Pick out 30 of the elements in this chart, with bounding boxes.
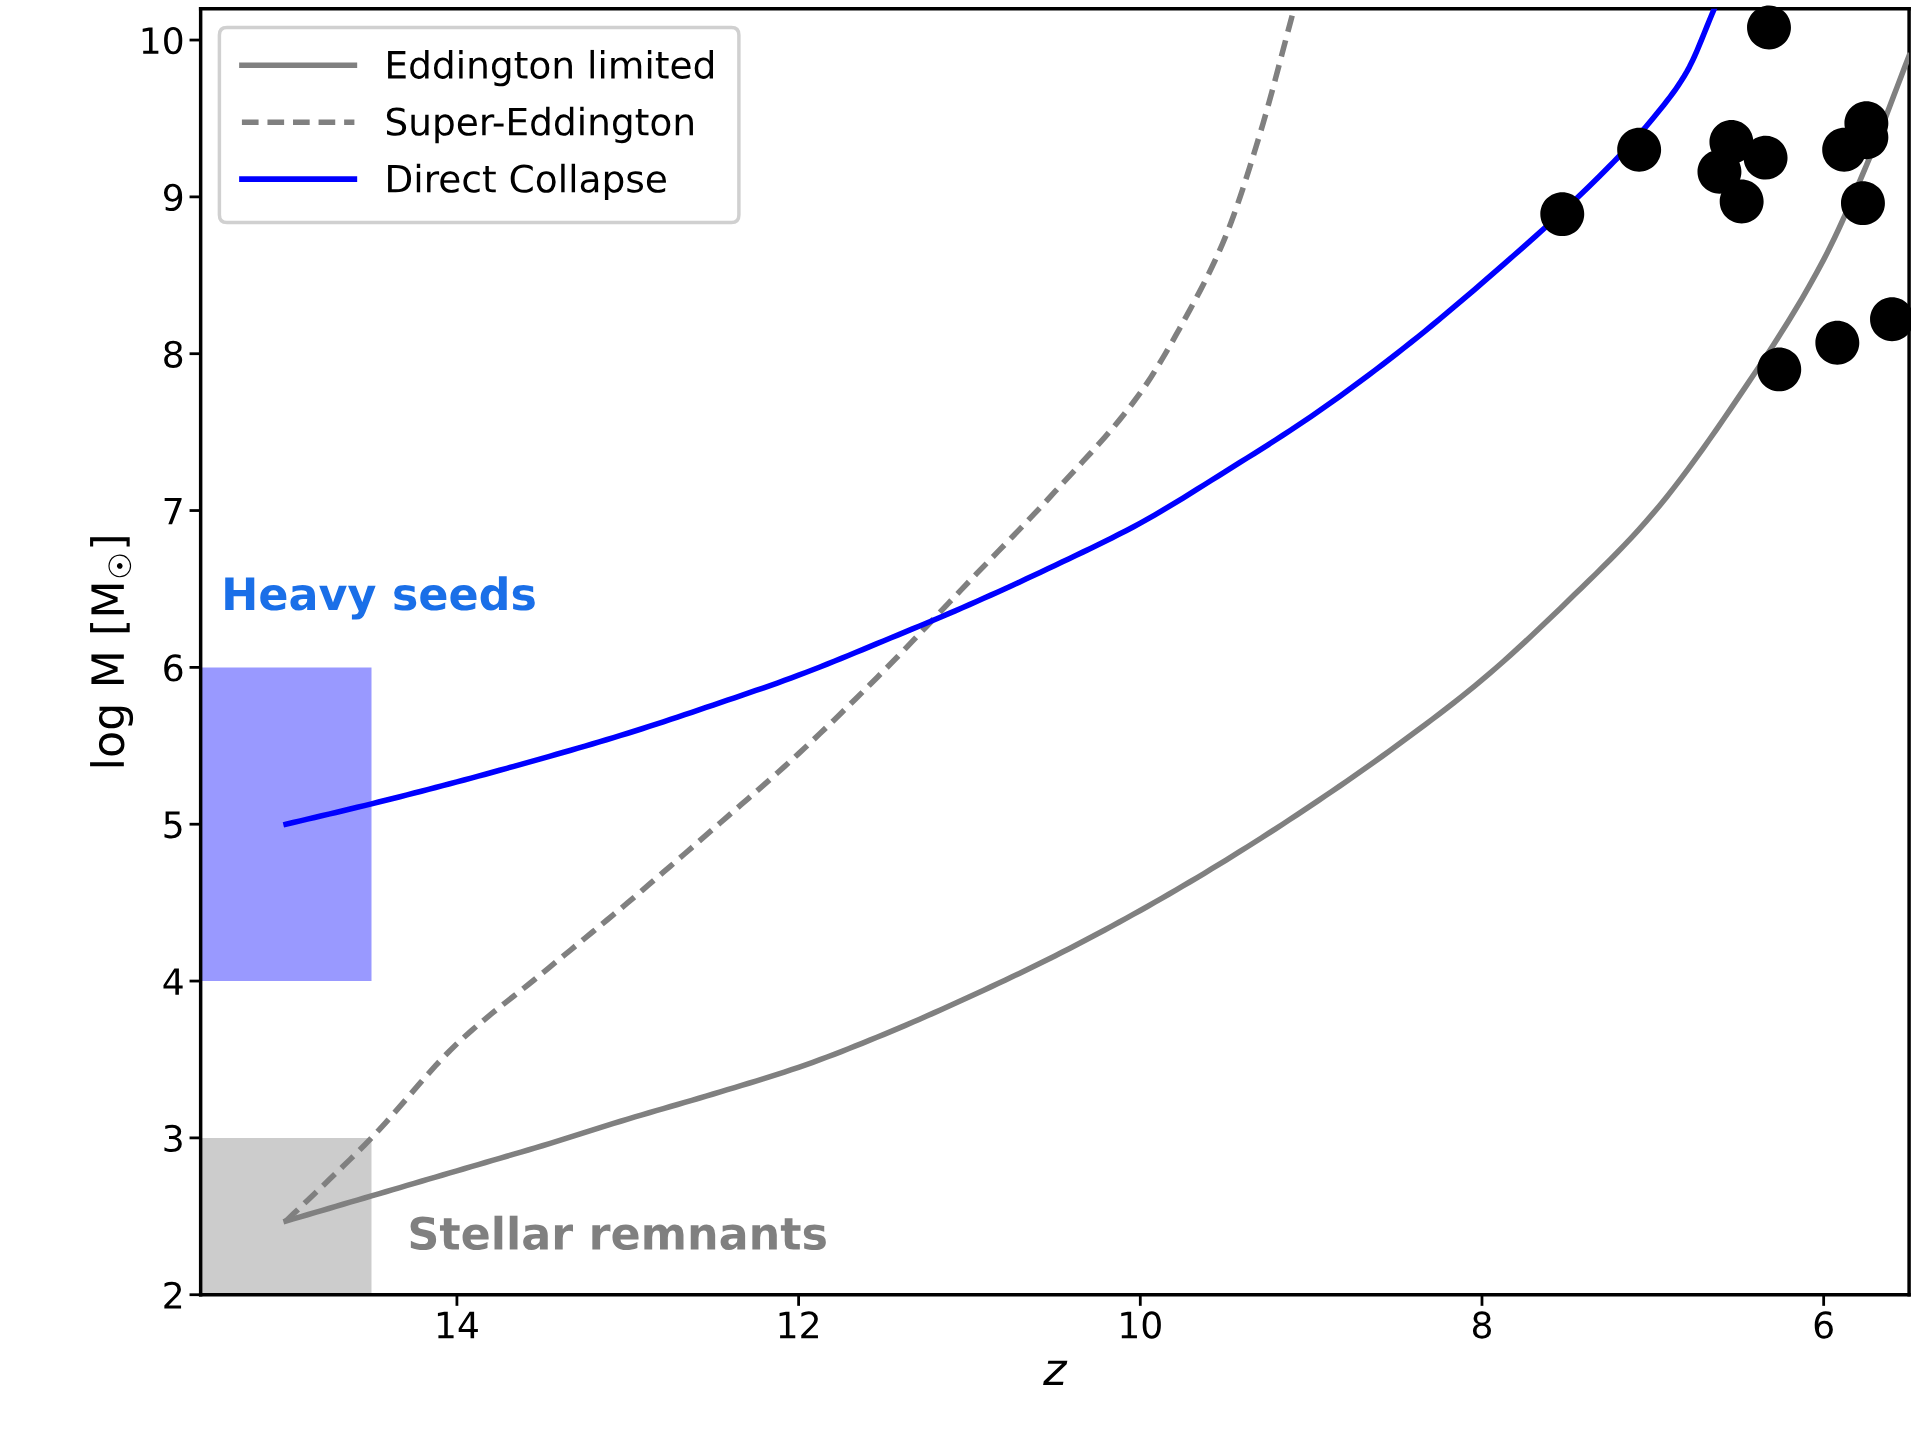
point bbox=[1747, 5, 1791, 50]
y-tick-label: 6 bbox=[164, 654, 183, 682]
y-tick-label: 5 bbox=[164, 811, 182, 839]
x-tick-label: 12 bbox=[779, 1311, 818, 1339]
y-tick-label: 2 bbox=[164, 1281, 182, 1309]
x-tick-label: 14 bbox=[437, 1311, 478, 1339]
point bbox=[1697, 149, 1742, 194]
legend-label: Direct Collapse bbox=[388, 163, 666, 201]
y-tick-label: 4 bbox=[163, 968, 183, 995]
y-axis-title: log M [M$_{☉}$] bbox=[90, 537, 134, 767]
x-tick-label: 6 bbox=[1814, 1311, 1833, 1339]
y-tick-label: 7 bbox=[164, 497, 182, 525]
x-tick-label: 10 bbox=[1121, 1311, 1161, 1339]
point bbox=[1617, 127, 1662, 172]
point bbox=[1815, 320, 1860, 365]
point bbox=[1841, 181, 1885, 226]
x-axis-title: z bbox=[1043, 1360, 1068, 1385]
legend-label: Super-Eddington bbox=[386, 106, 693, 144]
annotation: Stellar remnants bbox=[410, 1215, 826, 1251]
point bbox=[1719, 179, 1764, 224]
legend-label: Eddington limited bbox=[388, 49, 713, 87]
y-tick-label: 8 bbox=[164, 340, 183, 368]
point bbox=[1757, 347, 1802, 392]
point bbox=[1743, 135, 1788, 180]
annotation: Heavy seeds bbox=[225, 576, 535, 620]
y-tick-label: 10 bbox=[142, 26, 183, 55]
x-tick-label: 8 bbox=[1472, 1311, 1491, 1339]
y-tick-label: 3 bbox=[164, 1124, 182, 1153]
point bbox=[1540, 192, 1585, 237]
y-tick-label: 9 bbox=[163, 183, 183, 212]
